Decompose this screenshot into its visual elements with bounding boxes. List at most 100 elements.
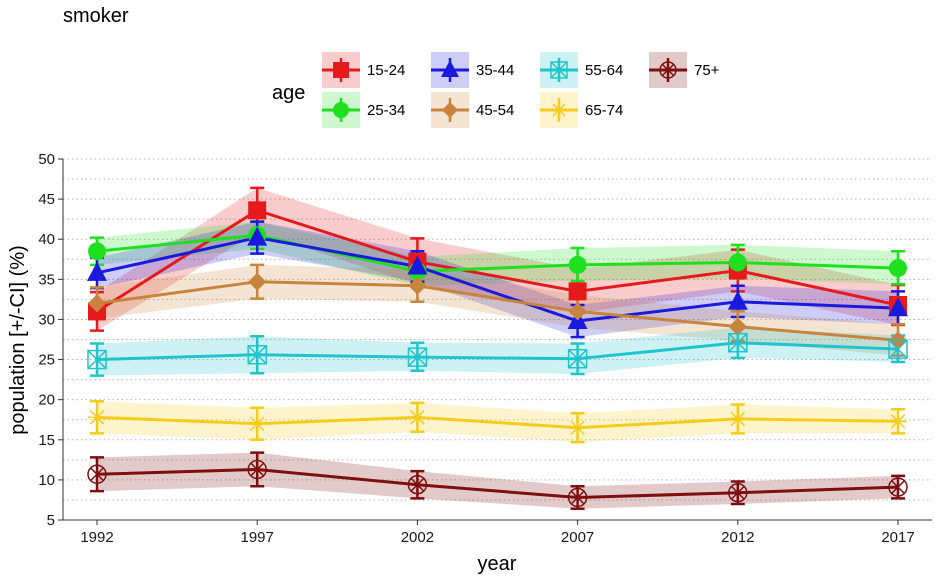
legend-label: 15-24: [367, 62, 405, 79]
legend: age 15-24 25-34 35-44 45-54 55-64 65-74 75+: [272, 52, 720, 128]
legend-label: 65-74: [585, 102, 623, 119]
series-line-15-24: [96, 208, 899, 313]
legend-item-65-74: 65-74: [540, 92, 623, 128]
cross-marker-shape: [410, 477, 425, 492]
circle-marker-shape: [333, 102, 349, 118]
series-line-55-64: [96, 341, 899, 362]
legend-label: 55-64: [585, 62, 623, 79]
triangle-marker-shape: [441, 60, 459, 77]
diamond-marker-shape: [248, 272, 267, 291]
box-marker-shape: [247, 344, 267, 365]
triangle-marker-shape: [888, 297, 908, 317]
ring-marker-shape: [407, 474, 428, 495]
legend-marker-key: [551, 102, 567, 118]
data-point-55-64: [888, 339, 908, 359]
cross-marker-shape: [87, 350, 107, 370]
data-point-45-54: [568, 302, 587, 321]
x-tick-label: 2017: [881, 529, 914, 546]
y-tick-label: 25: [38, 352, 55, 369]
legend-label: 35-44: [476, 62, 514, 79]
cross-marker-shape: [728, 333, 748, 353]
ring-marker-shape: [247, 459, 267, 480]
series-line-65-74: [96, 415, 899, 430]
box-marker-shape: [728, 332, 748, 353]
diamond-marker-shape: [88, 294, 106, 313]
y-axis-title: population [+/-CI] (%): [7, 245, 29, 435]
star-marker-shape: [728, 409, 747, 428]
series-line-45-54: [96, 280, 899, 342]
legend-label: 45-54: [476, 102, 514, 119]
legend-title: age: [272, 82, 305, 104]
y-tick-label: 5: [47, 512, 55, 529]
ring-marker-shape: [87, 464, 107, 485]
ring-marker-shape: [888, 477, 908, 497]
x-tick-label: 2012: [721, 529, 754, 546]
y-tick-label: 15: [38, 432, 55, 449]
star-marker-shape: [568, 418, 587, 437]
data-point-35-44: [727, 290, 748, 310]
legend-item-55-64: 55-64: [540, 52, 623, 88]
data-point-25-34: [889, 259, 907, 278]
cross-marker-shape: [661, 63, 675, 77]
data-point-65-74: [889, 412, 907, 431]
x-axis-title: year: [478, 553, 517, 575]
square-marker-shape: [248, 201, 267, 220]
legend-marker-key: [442, 102, 458, 118]
data-point-55-64: [87, 349, 107, 370]
triangle-marker-shape: [407, 255, 428, 275]
star-marker-shape: [408, 408, 427, 427]
legend-marker-key: [550, 61, 568, 79]
ring-marker-shape: [567, 487, 588, 508]
ci-band-55-64: [97, 327, 898, 376]
cross-marker-shape: [890, 480, 906, 495]
series-line-75plus: [96, 467, 899, 500]
cross-marker-shape: [250, 462, 265, 477]
data-point-25-34: [728, 253, 747, 272]
chart-title: smoker: [63, 5, 129, 27]
data-point-65-74: [728, 409, 747, 428]
data-point-45-54: [728, 317, 747, 336]
cross-marker-shape: [407, 347, 427, 367]
legend-item-15-24: 15-24: [322, 52, 405, 88]
star-marker-shape: [88, 408, 106, 427]
star-marker-shape: [551, 102, 567, 118]
data-point-75plus: [888, 477, 908, 497]
data-point-35-44: [407, 255, 428, 275]
triangle-marker-shape: [727, 290, 748, 310]
data-point-45-54: [408, 276, 427, 295]
cross-marker-shape: [570, 490, 585, 505]
data-point-45-54: [88, 294, 106, 313]
box-marker-shape: [888, 339, 908, 359]
box-marker-shape: [407, 347, 428, 367]
diamond-marker-shape: [442, 102, 458, 118]
cross-marker-shape: [730, 485, 745, 500]
legend-label: 75+: [694, 62, 720, 79]
data-point-75plus: [247, 459, 267, 480]
axes: 1992 1997 2002 2007 2012 2017 5 10 15 20 25 30 35 40…: [7, 151, 932, 575]
ci-band-25-34: [97, 221, 898, 286]
circle-marker-shape: [88, 242, 106, 261]
data-point-25-34: [568, 255, 587, 274]
legend-marker-key: [333, 62, 349, 78]
data-point-75plus: [87, 464, 107, 485]
data-point-75plus: [728, 482, 748, 503]
ring-marker-shape: [728, 482, 748, 503]
data-point-75plus: [407, 474, 428, 495]
data-point-15-24: [568, 282, 587, 301]
data-point-65-74: [248, 414, 267, 433]
triangle-marker-shape: [87, 261, 107, 281]
data-point-65-74: [408, 408, 427, 427]
circle-marker-shape: [728, 253, 747, 272]
data-point-65-74: [568, 418, 587, 437]
data-point-55-64: [728, 332, 748, 353]
y-tick-label: 45: [38, 191, 55, 208]
data-point-25-34: [88, 242, 106, 261]
legend-item-45-54: 45-54: [431, 92, 514, 128]
cross-marker-shape: [568, 349, 588, 369]
ci-band-35-44: [97, 221, 898, 338]
star-marker-shape: [889, 412, 907, 431]
diamond-marker-shape: [728, 317, 747, 336]
box-marker-shape: [550, 61, 568, 79]
series-line-35-44: [96, 236, 899, 323]
